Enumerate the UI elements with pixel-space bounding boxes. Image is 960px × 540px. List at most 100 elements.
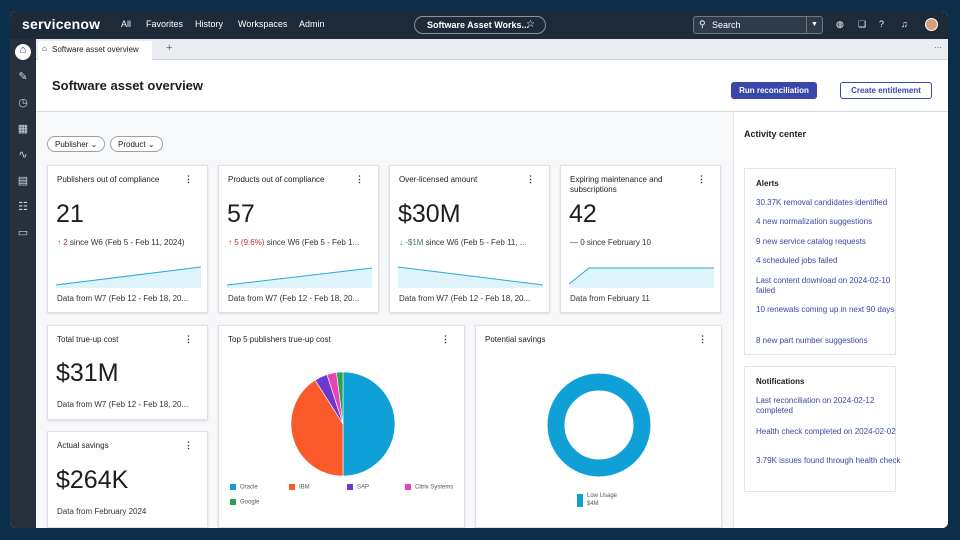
kpi-card-true-up: Total true-up cost ⋮ $31M Data from W7 (… bbox=[47, 325, 208, 420]
publisher-filter[interactable]: Publisher ⌄ bbox=[47, 136, 105, 152]
chat-icon[interactable]: ❏ bbox=[858, 19, 867, 29]
card-title: Over-licensed amount bbox=[399, 175, 478, 184]
notification-link[interactable]: Last reconciliation on 2024-02-12 comple… bbox=[756, 396, 875, 415]
kpi-delta: ↓ -$1M since W6 (Feb 5 - Feb 11, ... bbox=[399, 238, 526, 247]
legend-item[interactable]: Citrix Systems bbox=[405, 484, 453, 491]
top-navigation: servicenow All Favorites History Workspa… bbox=[10, 11, 948, 39]
add-tab-icon[interactable]: + bbox=[166, 42, 173, 54]
alert-link[interactable]: Last content download on 2024-02-10 fail… bbox=[756, 276, 891, 295]
page-header: Software asset overview Run reconciliati… bbox=[36, 60, 948, 112]
alert-link[interactable]: 10 renewals coming up in next 90 days bbox=[756, 305, 895, 314]
legend-item[interactable]: IBM bbox=[289, 484, 310, 491]
trend-sparkline bbox=[227, 267, 372, 288]
chevron-down-icon[interactable]: ▼ bbox=[806, 17, 822, 33]
donut-chart-card: Potential savings ⋮ Low Usage $4M bbox=[475, 325, 722, 528]
pie-chart bbox=[290, 371, 396, 477]
legend-swatch bbox=[230, 484, 236, 490]
page-title: Software asset overview bbox=[52, 78, 204, 93]
kpi-delta: ↑ 5 (9.6%) since W6 (Feb 5 - Feb 1... bbox=[228, 238, 359, 247]
wrench-icon[interactable]: ✎ bbox=[18, 71, 28, 83]
create-entitlement-button[interactable]: Create entitlement bbox=[840, 82, 932, 99]
legend-swatch bbox=[230, 499, 236, 505]
notifications-panel: Notifications Last reconciliation on 202… bbox=[744, 366, 901, 492]
alerts-heading: Alerts bbox=[756, 179, 779, 188]
card-title: Expiring maintenance and subscriptions bbox=[570, 175, 663, 194]
legend-label: Google bbox=[240, 499, 260, 506]
more-icon[interactable]: ⋮ bbox=[184, 174, 193, 184]
legend-item[interactable]: Oracle bbox=[230, 484, 258, 491]
run-reconciliation-button[interactable]: Run reconciliation bbox=[731, 82, 817, 99]
alert-link[interactable]: 4 scheduled jobs failed bbox=[756, 256, 838, 265]
trend-sparkline bbox=[398, 266, 543, 288]
star-icon[interactable]: ☆ bbox=[526, 19, 535, 30]
card-footer: Data from February 11 bbox=[570, 294, 650, 303]
tab-software-asset-overview[interactable]: ⌂ Software asset overview bbox=[38, 41, 152, 60]
kpi-value: 57 bbox=[227, 200, 255, 228]
arrow-down-icon: ↓ bbox=[399, 238, 403, 247]
kpi-value: 42 bbox=[569, 200, 597, 228]
delta-text: since W6 (Feb 5 - Feb 1... bbox=[266, 238, 360, 247]
alert-link[interactable]: 8 new part number suggestions bbox=[756, 336, 868, 345]
more-icon[interactable]: ⋮ bbox=[441, 334, 450, 344]
legend-item[interactable]: SAP bbox=[347, 484, 369, 491]
notification-link[interactable]: 3.79K issues found through health check bbox=[756, 456, 901, 465]
chevron-down-icon: ⌄ bbox=[147, 140, 155, 149]
legend-item[interactable]: Google bbox=[230, 499, 259, 506]
product-filter-label: Product bbox=[118, 140, 146, 149]
workspace-pill-label: Software Asset Works... bbox=[427, 20, 530, 30]
delta-text: since W6 (Feb 5 - Feb 11, ... bbox=[425, 238, 527, 247]
help-icon[interactable]: ? bbox=[879, 19, 885, 29]
arrow-up-icon: ↑ bbox=[57, 238, 61, 247]
more-icon[interactable]: ⋮ bbox=[697, 174, 706, 184]
layout-icon[interactable]: ▦ bbox=[17, 123, 29, 135]
chevron-down-icon: ⌄ bbox=[90, 140, 98, 149]
legend-value: $4M bbox=[587, 501, 599, 507]
nav-history[interactable]: History bbox=[195, 19, 224, 29]
more-icon[interactable]: ⋮ bbox=[355, 174, 364, 184]
search-list-icon[interactable]: ☷ bbox=[18, 201, 28, 213]
drive-icon[interactable]: ▭ bbox=[17, 227, 29, 239]
servicenow-logo[interactable]: servicenow bbox=[22, 16, 101, 32]
card-footer: Data from W7 (Feb 12 - Feb 18, 20... bbox=[399, 294, 531, 303]
nav-workspaces[interactable]: Workspaces bbox=[238, 19, 288, 29]
activity-icon[interactable]: ∿ bbox=[18, 149, 28, 161]
trend-sparkline bbox=[569, 267, 714, 288]
more-icon[interactable]: ⋮ bbox=[184, 440, 193, 450]
calendar-icon[interactable]: ▤ bbox=[17, 175, 29, 187]
workspace-pill[interactable]: Software Asset Works... ☆ bbox=[414, 16, 546, 34]
pie-slice-oracle[interactable] bbox=[342, 371, 396, 477]
product-filter[interactable]: Product ⌄ bbox=[110, 136, 163, 152]
dash-icon: — bbox=[570, 238, 578, 247]
left-sidebar: ⌂ ✎ ◷ ▦ ∿ ▤ ☷ ▭ bbox=[10, 39, 36, 528]
avatar[interactable] bbox=[925, 18, 938, 31]
nav-all[interactable]: All bbox=[121, 19, 132, 29]
legend-label: IBM bbox=[299, 484, 310, 491]
card-title: Potential savings bbox=[485, 335, 546, 344]
card-title: Actual savings bbox=[57, 441, 109, 450]
notifications-heading: Notifications bbox=[756, 377, 805, 386]
alert-link[interactable]: 30.37K removal candidates identified bbox=[756, 198, 888, 207]
more-icon[interactable]: ⋮ bbox=[526, 174, 535, 184]
kpi-card-over-licensed: Over-licensed amount ⋮ $30M ↓ -$1M since… bbox=[389, 165, 550, 313]
more-icon[interactable]: ⋮ bbox=[698, 334, 707, 344]
home-icon[interactable]: ⌂ bbox=[15, 44, 31, 60]
alert-link[interactable]: 9 new service catalog requests bbox=[756, 237, 866, 246]
legend-item[interactable]: Low Usage $4M bbox=[577, 492, 617, 508]
delta-text: since February 10 bbox=[586, 238, 651, 247]
alert-link[interactable]: 4 new normalization suggestions bbox=[756, 217, 873, 226]
notification-link[interactable]: Health check completed on 2024-02-02 bbox=[756, 427, 896, 436]
delta-value: 2 bbox=[63, 238, 68, 247]
nav-favorites[interactable]: Favorites bbox=[146, 19, 184, 29]
card-footer: Data from W7 (Feb 12 - Feb 18, 20... bbox=[57, 400, 189, 409]
bell-icon[interactable]: ♫ bbox=[901, 19, 908, 29]
legend-swatch bbox=[577, 493, 583, 507]
global-search[interactable]: ⚲ Search ▼ bbox=[693, 16, 823, 34]
pie-slice-google[interactable] bbox=[336, 371, 344, 425]
globe-icon[interactable]: ◍ bbox=[836, 19, 844, 29]
donut-slice-low-usage[interactable] bbox=[547, 373, 651, 477]
clock-icon[interactable]: ◷ bbox=[18, 97, 28, 109]
nav-admin[interactable]: Admin bbox=[299, 19, 325, 29]
more-icon[interactable]: ⋯ bbox=[934, 43, 942, 52]
kpi-value: $264K bbox=[56, 466, 129, 494]
more-icon[interactable]: ⋮ bbox=[184, 334, 193, 344]
